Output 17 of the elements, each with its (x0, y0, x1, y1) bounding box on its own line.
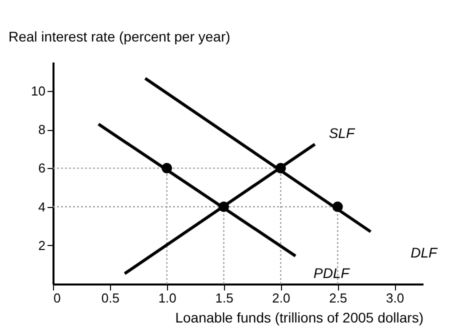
y-tick-label: 10 (31, 83, 46, 98)
x-tick-label: 0.5 (101, 290, 120, 306)
y-tick-label: 8 (38, 122, 46, 138)
y-tick-label: 2 (38, 238, 46, 253)
text: DLF (410, 244, 439, 261)
x-tick-label: 0 (54, 290, 61, 306)
x-tick-label: 3.0 (386, 290, 404, 306)
x-tick-label: 1.5 (215, 290, 234, 306)
x-tick-label: 2.5 (329, 290, 348, 306)
y-tick-label: 6 (38, 160, 46, 176)
series-label: SLF (328, 125, 356, 142)
y-tick-label: 4 (38, 199, 46, 214)
series-label: PDLF (313, 265, 351, 282)
y-axis-title: Real interest rate (percent per year) (8, 28, 230, 44)
x-axis-title: Loanable funds (trillions of 2005 dollars) (175, 310, 424, 326)
x-tick-label: 1.0 (158, 290, 176, 306)
x-tick-label: 2.0 (272, 290, 290, 306)
